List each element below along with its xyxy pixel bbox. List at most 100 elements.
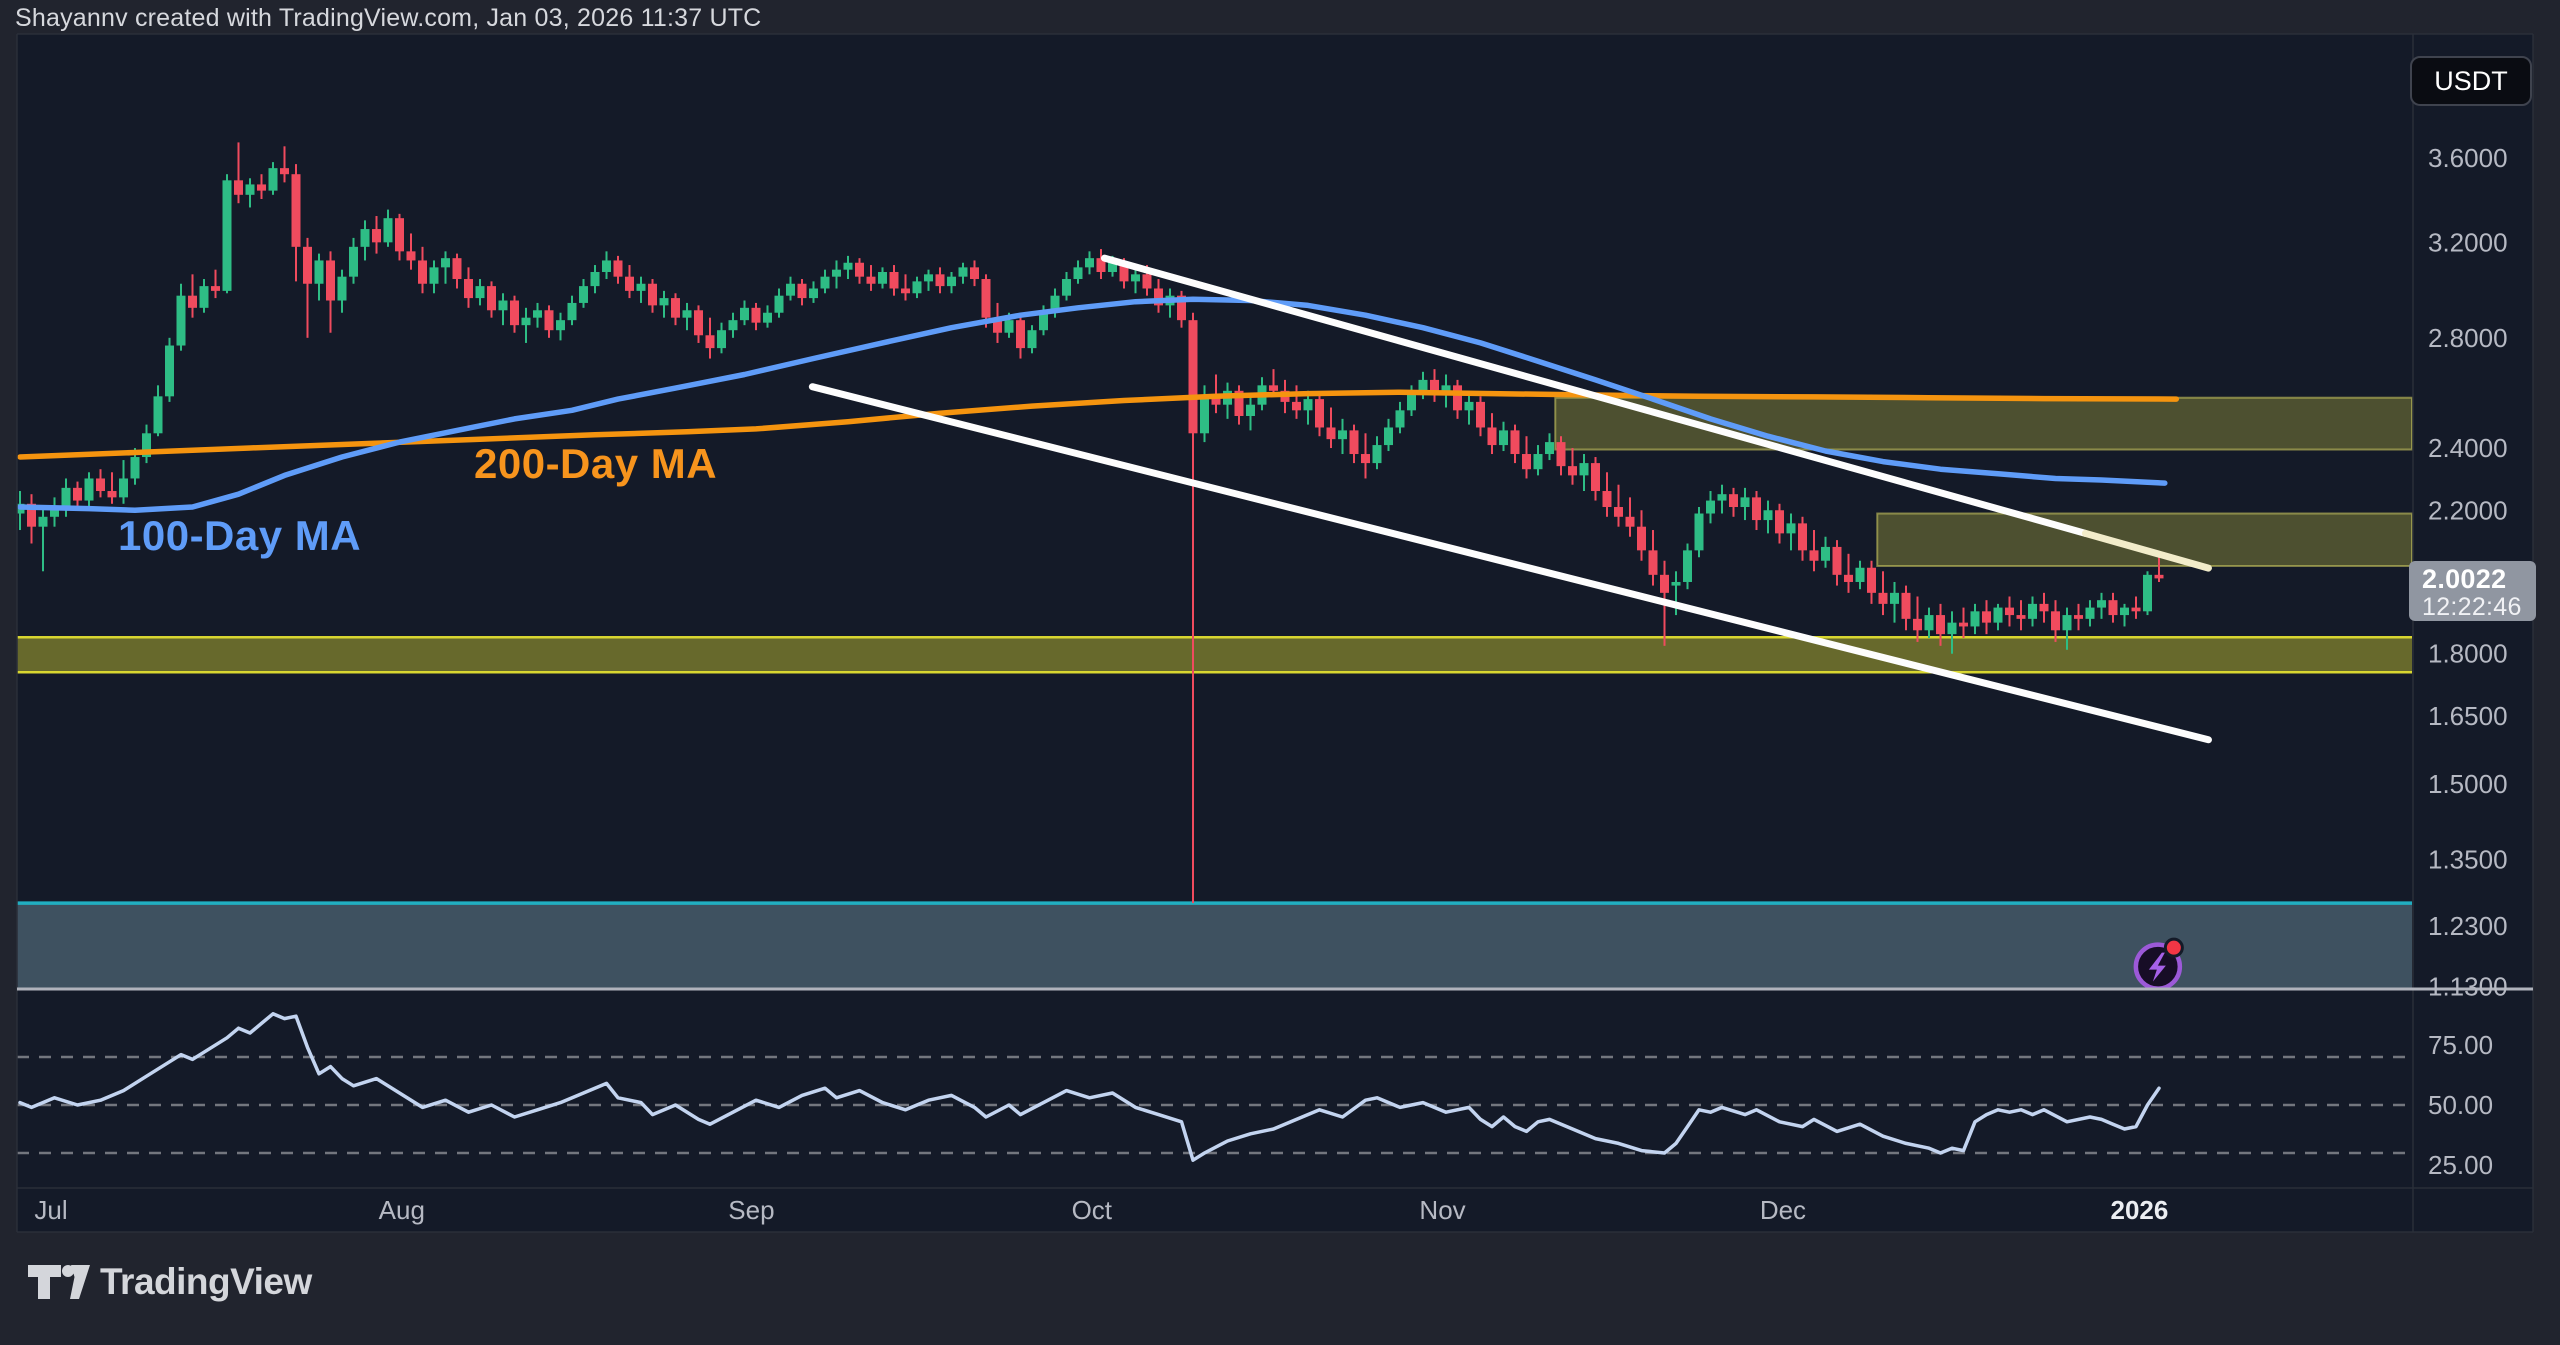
candle-up — [567, 302, 577, 321]
price-tick-label: 3.6000 — [2428, 143, 2508, 173]
candle-up — [268, 168, 278, 191]
candle-down — [2108, 600, 2118, 616]
candle-down — [1361, 454, 1370, 464]
candle-down — [544, 310, 554, 331]
candle-up — [130, 457, 140, 479]
ma200-label: 200-Day MA — [474, 440, 718, 487]
resistance-zone-mid — [1876, 512, 2413, 567]
candle-down — [2016, 615, 2026, 619]
candle-down — [1487, 427, 1497, 446]
candle-down — [1188, 320, 1198, 434]
candle-up — [38, 516, 48, 527]
price-tick-label: 2.8000 — [2428, 323, 2508, 353]
candle-down — [1959, 622, 1968, 627]
candle-down — [993, 317, 1002, 333]
candle-up — [1706, 500, 1715, 514]
candle-up — [1890, 592, 1899, 604]
candle-up — [337, 276, 347, 301]
candle-up — [153, 396, 163, 434]
candle-up — [441, 258, 450, 268]
candle-down — [2154, 574, 2164, 579]
candle-up — [958, 267, 968, 277]
tradingview-icon — [28, 1265, 90, 1299]
candle-down — [452, 258, 462, 280]
candle-up — [1545, 442, 1554, 455]
candle-down — [901, 288, 910, 294]
candle-down — [291, 174, 301, 247]
candle-down — [107, 491, 117, 498]
candle-up — [2062, 615, 2072, 631]
candle-down — [372, 229, 381, 243]
candle-up — [1763, 510, 1773, 521]
time-tick-Aug: Aug — [379, 1195, 425, 1225]
candle-up — [947, 276, 956, 287]
candle-up — [1579, 463, 1589, 476]
candle-down — [27, 503, 36, 527]
quote-currency-badge[interactable]: USDT — [2410, 56, 2532, 106]
time-axis[interactable]: Jul Aug Sep Oct Nov Dec 2026 — [34, 1195, 2168, 1225]
candle-up — [199, 286, 209, 308]
price-tick-label: 2.2000 — [2428, 495, 2508, 525]
candle-down — [1292, 401, 1301, 411]
candle-down — [1326, 427, 1336, 440]
candle-up — [176, 295, 186, 346]
candle-down — [751, 307, 761, 323]
candle-up — [360, 229, 370, 247]
candle-down — [970, 267, 979, 280]
candle-down — [1913, 618, 1922, 631]
candle-down — [648, 283, 657, 306]
candle-down — [326, 260, 335, 301]
candle-down — [1798, 523, 1807, 551]
candle-up — [1372, 445, 1382, 464]
tradingview-logo[interactable]: TradingView — [27, 1261, 312, 1303]
rsi-pane[interactable] — [17, 1012, 2413, 1162]
candle-up — [222, 180, 232, 291]
time-tick-2026: 2026 — [2111, 1195, 2169, 1225]
price-axis[interactable]: 3.6000 3.2000 2.8000 2.4000 2.2000 1.8000 1.65… — [2428, 143, 2508, 1180]
ma100-line — [17, 296, 2168, 514]
price-pane[interactable] — [14, 142, 2413, 988]
candle-down — [625, 276, 634, 291]
candle-down — [1119, 262, 1129, 282]
time-tick-Jul: Jul — [34, 1195, 67, 1225]
candle-down — [981, 279, 991, 318]
candle-down — [1177, 295, 1186, 321]
time-tick-Nov: Nov — [1419, 1195, 1465, 1225]
candle-up — [1924, 615, 1934, 631]
candle-up — [717, 330, 726, 349]
current-price-label: 2.0022 12:22:46 — [2409, 561, 2536, 621]
candles — [17, 142, 2164, 904]
candle-up — [2097, 600, 2106, 608]
candle-down — [1522, 454, 1531, 470]
candle-down — [1982, 611, 1991, 623]
candle-up — [1073, 267, 1083, 280]
candle-up — [1970, 611, 1980, 627]
candle-up — [1533, 454, 1543, 470]
candle-up — [1993, 607, 2003, 623]
rsi-tick-label: 50.00 — [2428, 1090, 2493, 1120]
candle-up — [579, 286, 588, 303]
candle-down — [705, 335, 715, 349]
lightning-badge — [2133, 937, 2184, 988]
candle-down — [1510, 430, 1520, 455]
candle-down — [418, 260, 427, 284]
candle-down — [1867, 567, 1876, 593]
candle-down — [234, 180, 243, 195]
candle-up — [728, 320, 738, 331]
candle-down — [1096, 258, 1106, 273]
candle-up — [1947, 622, 1957, 635]
candle-down — [1591, 463, 1600, 492]
candle-up — [878, 272, 887, 284]
attribution-text: Shayannv created with TradingView.com, J… — [15, 4, 762, 32]
candle-up — [1039, 312, 1048, 331]
candle-down — [1349, 430, 1359, 455]
candle-up — [2085, 607, 2095, 619]
candle-up — [383, 218, 393, 243]
candle-up — [786, 283, 795, 296]
candle-up — [1108, 262, 1117, 273]
candle-down — [1614, 507, 1623, 517]
candle-up — [1395, 410, 1405, 428]
candle-down — [1568, 466, 1577, 476]
candle-up — [61, 487, 71, 508]
